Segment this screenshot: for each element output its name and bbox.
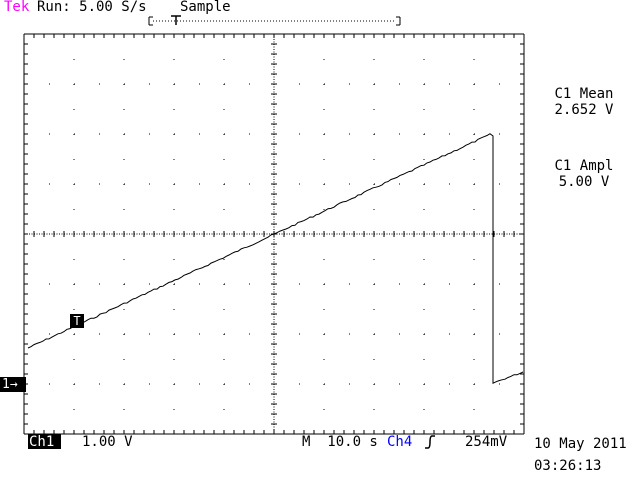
date: 10 May 2011 <box>534 436 627 452</box>
brand-logo: Tek <box>4 0 30 15</box>
measurement-label: C1 Ampl <box>554 158 614 174</box>
measurement-c1-mean: C1 Mean 2.652 V <box>539 86 629 118</box>
trigger-source: Ch4 <box>387 434 413 450</box>
ch1-waveform-trace <box>27 133 524 384</box>
trigger-level: 254mV <box>465 434 508 450</box>
trigger-position-icon <box>171 15 181 25</box>
measurement-value: 5.00 V <box>558 174 610 190</box>
measurement-value: 2.652 V <box>554 102 614 118</box>
rising-edge-icon <box>425 435 435 449</box>
time: 03:26:13 <box>534 458 602 474</box>
timebase: M 10.0 s <box>302 434 378 450</box>
trigger-position-bar[interactable] <box>147 15 402 27</box>
run-status: Run: 5.00 S/s <box>37 0 147 15</box>
acquisition-mode: Sample <box>180 0 231 15</box>
measurement-label: C1 Mean <box>554 86 614 102</box>
svg-text:T: T <box>73 314 80 328</box>
measurement-c1-ampl: C1 Ampl 5.00 V <box>539 158 629 190</box>
channel-label[interactable]: Ch1 <box>29 434 55 450</box>
ch1-ground-marker[interactable] <box>0 377 26 392</box>
ch1-ground-marker-label: 1→ <box>2 377 18 392</box>
channel-scale: 1.00 V <box>82 434 133 450</box>
ch1-label-box <box>28 434 61 449</box>
trigger-point-marker: T <box>70 314 84 328</box>
